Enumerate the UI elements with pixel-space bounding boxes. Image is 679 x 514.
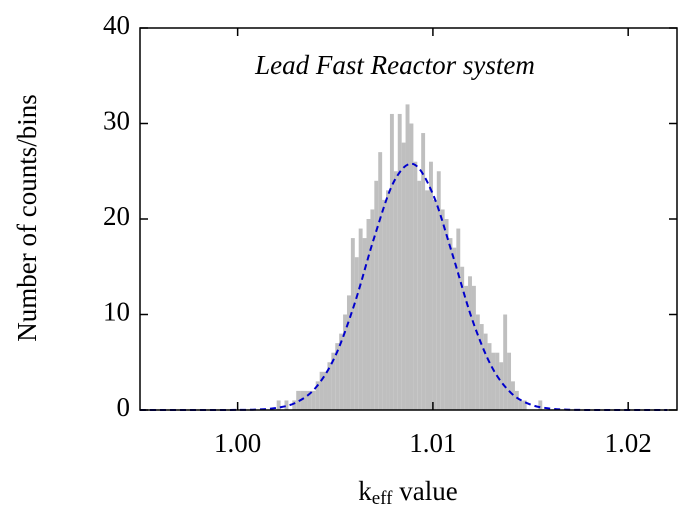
y-tick-label: 0 [117, 392, 131, 422]
histogram-bar [487, 343, 492, 410]
histogram-bar [370, 209, 375, 410]
x-label-rest: value [393, 476, 458, 506]
histogram-bar [452, 247, 457, 410]
y-tick-label: 30 [103, 106, 130, 136]
histogram-bar [339, 333, 344, 410]
histogram-bar [284, 400, 289, 410]
histogram-bar [307, 390, 312, 410]
histogram-bar [538, 400, 543, 410]
histogram-bar [366, 219, 371, 410]
x-tick-label: 1.01 [409, 428, 456, 458]
histogram-bar [460, 266, 465, 410]
histogram-bar [358, 228, 363, 410]
histogram-bar [413, 161, 418, 410]
histogram-bar [495, 352, 500, 410]
histogram-bar [343, 314, 347, 410]
histogram-bar [436, 171, 441, 410]
histogram-bar [417, 180, 422, 410]
histogram-bar [300, 390, 305, 410]
histogram-bar [479, 324, 484, 410]
histogram-bar [362, 238, 367, 410]
histogram-bar [346, 295, 351, 410]
histogram-bar [327, 362, 332, 410]
histogram-bar [468, 276, 472, 410]
histogram-bar [483, 333, 488, 410]
histogram-bar [389, 113, 394, 410]
histogram-bar [471, 285, 476, 410]
x-tick-label: 1.00 [214, 428, 261, 458]
histogram-bar [331, 352, 336, 410]
y-tick-label: 20 [103, 201, 130, 231]
histogram-bar [440, 209, 445, 410]
histogram-bar [444, 219, 449, 410]
plot-area [140, 104, 668, 412]
histogram-bar [393, 171, 398, 410]
x-axis-label: keff value [358, 476, 457, 509]
histogram-bar [499, 362, 504, 410]
histogram-bar [354, 257, 359, 410]
histogram-bar [323, 371, 328, 410]
histogram-bar [475, 314, 480, 410]
histogram-bar [511, 381, 515, 410]
histogram-bar [448, 238, 453, 410]
y-tick-label: 10 [103, 297, 130, 327]
histogram-bar [378, 152, 383, 410]
histogram-bar [386, 190, 390, 410]
histogram-bar [503, 314, 508, 410]
histogram-bar [491, 352, 496, 410]
histogram-bar [311, 390, 316, 410]
histogram-bar [350, 238, 355, 410]
histogram-bar [319, 371, 324, 410]
histogram-bar [456, 228, 461, 410]
histogram-bar [425, 190, 430, 410]
x-label-sub: eff [372, 488, 393, 509]
histogram-bar [296, 390, 301, 410]
histogram-bar [382, 199, 387, 410]
histogram-bar [401, 142, 406, 410]
y-tick-label: 40 [103, 10, 130, 40]
histogram-bar [518, 400, 523, 410]
histogram-bar [522, 400, 527, 410]
histogram-bar [405, 104, 410, 411]
histogram-bar [429, 161, 433, 410]
x-tick-label: 1.02 [605, 428, 652, 458]
x-label-base: k [358, 476, 372, 506]
histogram-bar [409, 123, 414, 410]
y-axis-label: Number of counts/bins [12, 94, 42, 341]
histogram-bar [335, 343, 340, 410]
histogram-bar [276, 400, 281, 410]
histogram-bar [432, 199, 437, 410]
histogram-bar [421, 133, 426, 411]
histogram-bar [374, 180, 379, 410]
annotation: Lead Fast Reactor system [254, 50, 535, 80]
histogram-bar [304, 390, 308, 410]
histogram-bar [507, 352, 512, 410]
histogram-bar [464, 285, 469, 410]
histogram-bar [292, 400, 297, 410]
histogram-bar [397, 113, 402, 410]
histogram-bar [514, 390, 519, 410]
histogram-bar [315, 381, 320, 410]
